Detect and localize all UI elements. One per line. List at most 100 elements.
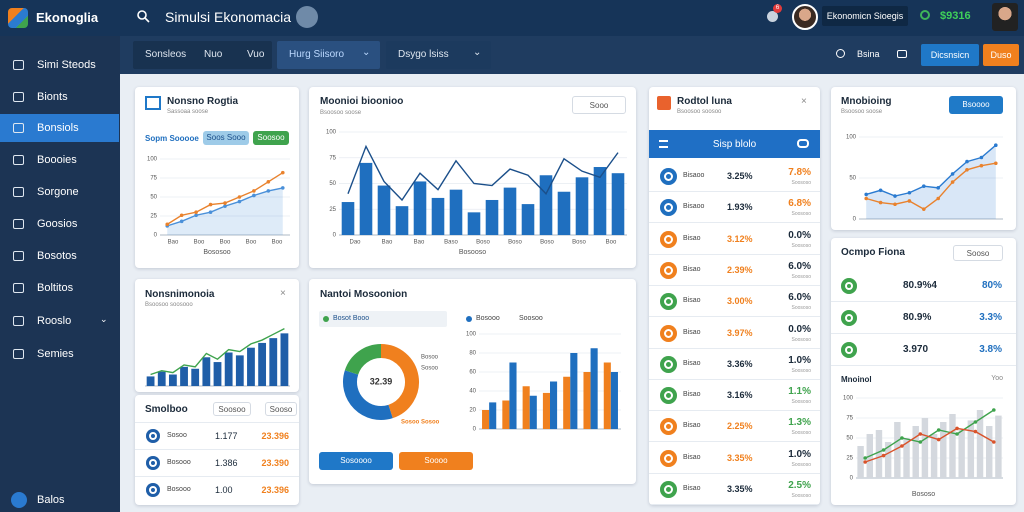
point xyxy=(237,199,242,204)
nav-item[interactable]: Rooslo ⌄ xyxy=(0,307,119,335)
search-text[interactable]: Simulsi Ekonomacia xyxy=(165,9,292,25)
nav-label: Bosotos xyxy=(37,250,77,262)
row-name: Sosoo xyxy=(167,432,187,439)
point xyxy=(922,207,926,211)
action-button[interactable]: Soooo xyxy=(399,452,473,470)
close-icon[interactable]: × xyxy=(801,96,807,107)
table-row: 80.9%4 80% xyxy=(831,270,1016,302)
nav-item[interactable]: Boltitos xyxy=(0,274,119,302)
card-graphics: 0 25 50 75 100 xyxy=(843,396,1003,482)
secondary-button[interactable]: Duso xyxy=(983,44,1019,66)
x-tick-label: Boo xyxy=(606,240,617,246)
table-row: Bosooo 1.00 23.396 xyxy=(135,476,299,503)
point xyxy=(907,190,912,195)
y-tick-label: 20 xyxy=(469,408,476,414)
avatar[interactable] xyxy=(792,4,818,30)
notification-icon[interactable] xyxy=(767,11,778,22)
tab[interactable]: Sonsleos xyxy=(145,49,187,60)
chip[interactable]: Soosoo xyxy=(253,131,289,145)
close-icon[interactable]: × xyxy=(280,288,286,299)
bar xyxy=(213,362,222,386)
area xyxy=(167,187,283,235)
row-change: 3.3% xyxy=(979,312,1002,323)
primary-button[interactable]: Dicsnsicn xyxy=(921,44,979,66)
bar xyxy=(593,167,607,235)
footer-label[interactable]: Balos xyxy=(37,494,65,506)
nav-item[interactable]: Sorgone xyxy=(0,178,119,206)
search-icon[interactable] xyxy=(136,9,150,23)
card-button[interactable]: Sooso xyxy=(953,245,1003,261)
point xyxy=(878,200,883,205)
card-button[interactable]: Bsoooo xyxy=(949,96,1003,114)
card-graphics xyxy=(145,327,290,387)
row-value: 2.39% xyxy=(727,264,753,275)
tab[interactable]: Vuo xyxy=(247,49,265,60)
point xyxy=(979,155,984,160)
area xyxy=(866,145,996,219)
icon-button[interactable] xyxy=(897,50,907,58)
search-label[interactable]: Bsina xyxy=(857,49,880,59)
bar xyxy=(341,202,355,235)
card-button[interactable]: Sooo xyxy=(572,96,626,114)
nav-item[interactable]: Bionts xyxy=(0,83,119,111)
nav-item[interactable]: Simi Steods xyxy=(0,51,119,79)
x-tick-label: Boso xyxy=(508,240,522,246)
row-icon xyxy=(146,456,160,470)
bar xyxy=(258,342,267,386)
nav-item[interactable]: Boooies xyxy=(0,146,119,174)
card-title: Nantoi Mosoonion xyxy=(320,289,408,300)
donut-segment xyxy=(343,370,393,420)
chip[interactable]: Soos Sooo xyxy=(203,131,249,145)
row-change: 1.0% xyxy=(788,448,811,460)
row-note: Soososo xyxy=(791,180,811,186)
dropdown[interactable]: Hurg Siisoro ⌄ xyxy=(277,41,380,69)
point xyxy=(936,437,941,442)
row-icon xyxy=(660,230,677,248)
row-note: Soososo xyxy=(791,336,811,343)
dropdown-label: Dsygo lsiss xyxy=(398,49,449,60)
donut-label: Sosoo xyxy=(421,366,439,372)
y-tick-label: 0 xyxy=(333,233,337,239)
bar xyxy=(529,395,537,429)
search-button[interactable] xyxy=(296,6,318,28)
action-button[interactable]: Sosoooo xyxy=(319,452,393,470)
tab[interactable]: Nuo xyxy=(204,49,223,60)
nav-item[interactable]: Goosios xyxy=(0,210,119,238)
nav-item[interactable]: Semies xyxy=(0,340,119,368)
bar xyxy=(894,422,901,478)
profile-picture[interactable] xyxy=(992,3,1018,31)
point xyxy=(280,170,285,175)
bar xyxy=(921,418,929,478)
point xyxy=(900,444,904,448)
x-tick-label: Boo xyxy=(220,240,231,246)
table-row: Bisaoo 1.93% 6.8% Soososo xyxy=(649,192,820,224)
row-name: Bisao xyxy=(683,453,701,461)
point xyxy=(179,219,184,224)
dropdown[interactable]: Dsygo lsiss ⌄ xyxy=(386,41,491,69)
nav-label: Sorgone xyxy=(37,186,79,198)
donut-center: 32.39 xyxy=(370,376,393,386)
x-tick-label: Boso xyxy=(476,240,490,246)
nav-icon xyxy=(13,251,24,261)
chip[interactable]: Soosoo xyxy=(213,402,251,416)
y-tick-label: 60 xyxy=(469,370,476,376)
row-name: Bisao xyxy=(683,359,701,367)
card-title: Mnobioing xyxy=(841,96,892,107)
y-tick-label: 40 xyxy=(469,389,476,395)
search-icon[interactable] xyxy=(836,49,845,58)
chart-note: Yoo xyxy=(991,375,1003,382)
point xyxy=(252,193,256,198)
point xyxy=(900,436,904,440)
x-tick-label: Bao xyxy=(168,240,179,246)
market-card: 32.39 Bosoo Sosoo Sosoo Sosoo 0 20 40 60 80 100 Na… xyxy=(309,279,636,484)
y-tick-label: 50 xyxy=(329,181,336,187)
account-box[interactable]: Ekonomicn Sioegis xyxy=(822,6,908,26)
nav-item[interactable]: Bosotos xyxy=(0,242,119,270)
x-axis-label: Bososoo xyxy=(203,249,231,256)
nav-label: Boltitos xyxy=(37,282,74,294)
row-value: 3.36% xyxy=(727,358,753,369)
row-value: 3.25% xyxy=(727,171,753,181)
row-icon xyxy=(660,293,677,311)
chip[interactable]: Sooso xyxy=(265,402,297,416)
nav-item[interactable]: Bonsiols xyxy=(0,114,119,142)
